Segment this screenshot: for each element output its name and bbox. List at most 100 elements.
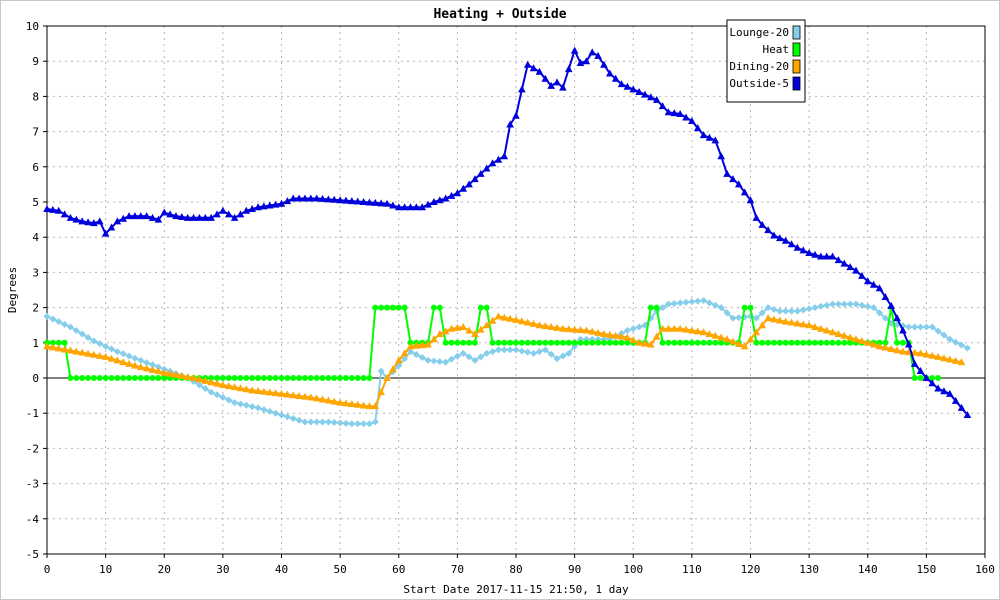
data-point-lounge-20 xyxy=(793,307,801,315)
data-point-dining-20 xyxy=(688,326,696,334)
data-point-lounge-20 xyxy=(629,325,637,333)
data-point-lounge-20 xyxy=(360,420,368,428)
data-point-outside-5 xyxy=(746,196,755,204)
data-point-heat xyxy=(301,375,308,381)
data-point-heat xyxy=(237,375,244,381)
data-point-lounge-20 xyxy=(694,297,702,305)
data-point-outside-5 xyxy=(154,215,163,223)
data-point-dining-20 xyxy=(787,318,796,326)
data-point-lounge-20 xyxy=(207,388,215,396)
data-point-lounge-20 xyxy=(96,340,104,348)
data-point-dining-20 xyxy=(430,335,438,343)
data-point-outside-5 xyxy=(752,213,761,221)
data-point-outside-5 xyxy=(799,246,808,254)
data-point-outside-5 xyxy=(236,210,245,218)
data-point-dining-20 xyxy=(49,343,57,351)
data-point-dining-20 xyxy=(758,321,767,329)
data-point-heat xyxy=(577,339,584,346)
data-point-lounge-20 xyxy=(688,298,696,306)
data-point-outside-5 xyxy=(904,340,913,348)
data-point-heat xyxy=(61,339,68,346)
data-point-dining-20 xyxy=(66,346,75,354)
data-point-heat xyxy=(225,375,232,381)
y-axis-label: Degrees xyxy=(6,267,19,313)
data-point-outside-5 xyxy=(647,93,655,101)
data-point-lounge-20 xyxy=(541,346,549,354)
data-point-lounge-20 xyxy=(553,355,561,363)
data-point-lounge-20 xyxy=(770,305,778,313)
data-point-outside-5 xyxy=(248,205,256,213)
data-point-dining-20 xyxy=(383,374,391,381)
data-point-outside-5 xyxy=(512,111,520,119)
y-tick-label: 3 xyxy=(32,266,39,279)
y-tick-label: 5 xyxy=(32,196,39,209)
data-point-outside-5 xyxy=(265,201,274,209)
y-tick-label: -4 xyxy=(26,513,40,526)
data-point-lounge-20 xyxy=(143,359,151,367)
data-point-outside-5 xyxy=(940,387,948,395)
data-point-lounge-20 xyxy=(330,418,338,426)
data-point-outside-5 xyxy=(482,164,491,172)
data-point-heat xyxy=(524,339,531,346)
data-point-outside-5 xyxy=(60,210,69,218)
data-point-outside-5 xyxy=(852,266,860,274)
data-point-dining-20 xyxy=(113,356,122,364)
data-point-lounge-20 xyxy=(922,323,930,331)
data-point-dining-20 xyxy=(846,333,854,341)
data-point-outside-5 xyxy=(412,203,421,211)
data-point-lounge-20 xyxy=(248,403,256,411)
data-point-dining-20 xyxy=(60,345,69,353)
x-tick-label: 60 xyxy=(392,563,405,576)
data-point-heat xyxy=(782,339,789,346)
x-tick-label: 120 xyxy=(741,563,761,576)
data-point-lounge-20 xyxy=(946,335,954,343)
data-point-dining-20 xyxy=(277,389,286,397)
data-point-outside-5 xyxy=(488,159,497,167)
data-point-outside-5 xyxy=(723,169,731,177)
data-point-heat xyxy=(161,375,168,381)
data-point-outside-5 xyxy=(811,250,819,258)
data-point-lounge-20 xyxy=(917,323,925,331)
data-point-outside-5 xyxy=(90,219,98,227)
data-point-lounge-20 xyxy=(365,420,373,428)
data-point-outside-5 xyxy=(957,403,966,411)
data-point-heat xyxy=(811,339,818,346)
data-point-lounge-20 xyxy=(412,351,420,359)
data-point-lounge-20 xyxy=(278,411,285,419)
data-point-dining-20 xyxy=(629,336,638,344)
data-point-lounge-20 xyxy=(61,320,69,328)
data-point-heat xyxy=(489,339,496,346)
data-point-outside-5 xyxy=(318,194,327,202)
data-point-lounge-20 xyxy=(236,400,244,408)
data-point-dining-20 xyxy=(793,319,802,327)
data-point-heat xyxy=(266,375,273,381)
data-point-dining-20 xyxy=(647,340,655,348)
data-point-dining-20 xyxy=(588,327,597,335)
data-point-outside-5 xyxy=(66,213,75,221)
data-point-dining-20 xyxy=(265,388,274,396)
data-point-outside-5 xyxy=(324,195,333,203)
data-point-lounge-20 xyxy=(272,409,280,417)
data-point-dining-20 xyxy=(670,324,679,332)
data-point-heat xyxy=(794,339,801,346)
data-point-dining-20 xyxy=(236,384,245,392)
data-point-dining-20 xyxy=(512,315,520,323)
data-point-dining-20 xyxy=(72,347,81,355)
data-point-heat xyxy=(155,375,162,381)
data-point-lounge-20 xyxy=(471,356,479,364)
data-point-heat xyxy=(49,339,56,346)
data-point-dining-20 xyxy=(295,391,303,399)
data-point-heat xyxy=(677,339,684,346)
data-point-heat xyxy=(741,304,748,311)
data-point-heat xyxy=(770,339,777,346)
data-point-dining-20 xyxy=(852,335,860,343)
data-point-lounge-20 xyxy=(635,323,643,331)
data-point-dining-20 xyxy=(412,341,421,349)
data-point-lounge-20 xyxy=(934,327,942,335)
data-point-dining-20 xyxy=(928,351,937,359)
data-point-heat xyxy=(647,304,654,311)
data-point-lounge-20 xyxy=(823,301,831,309)
data-point-outside-5 xyxy=(131,212,139,220)
data-point-heat xyxy=(548,339,555,346)
data-point-outside-5 xyxy=(834,256,843,264)
